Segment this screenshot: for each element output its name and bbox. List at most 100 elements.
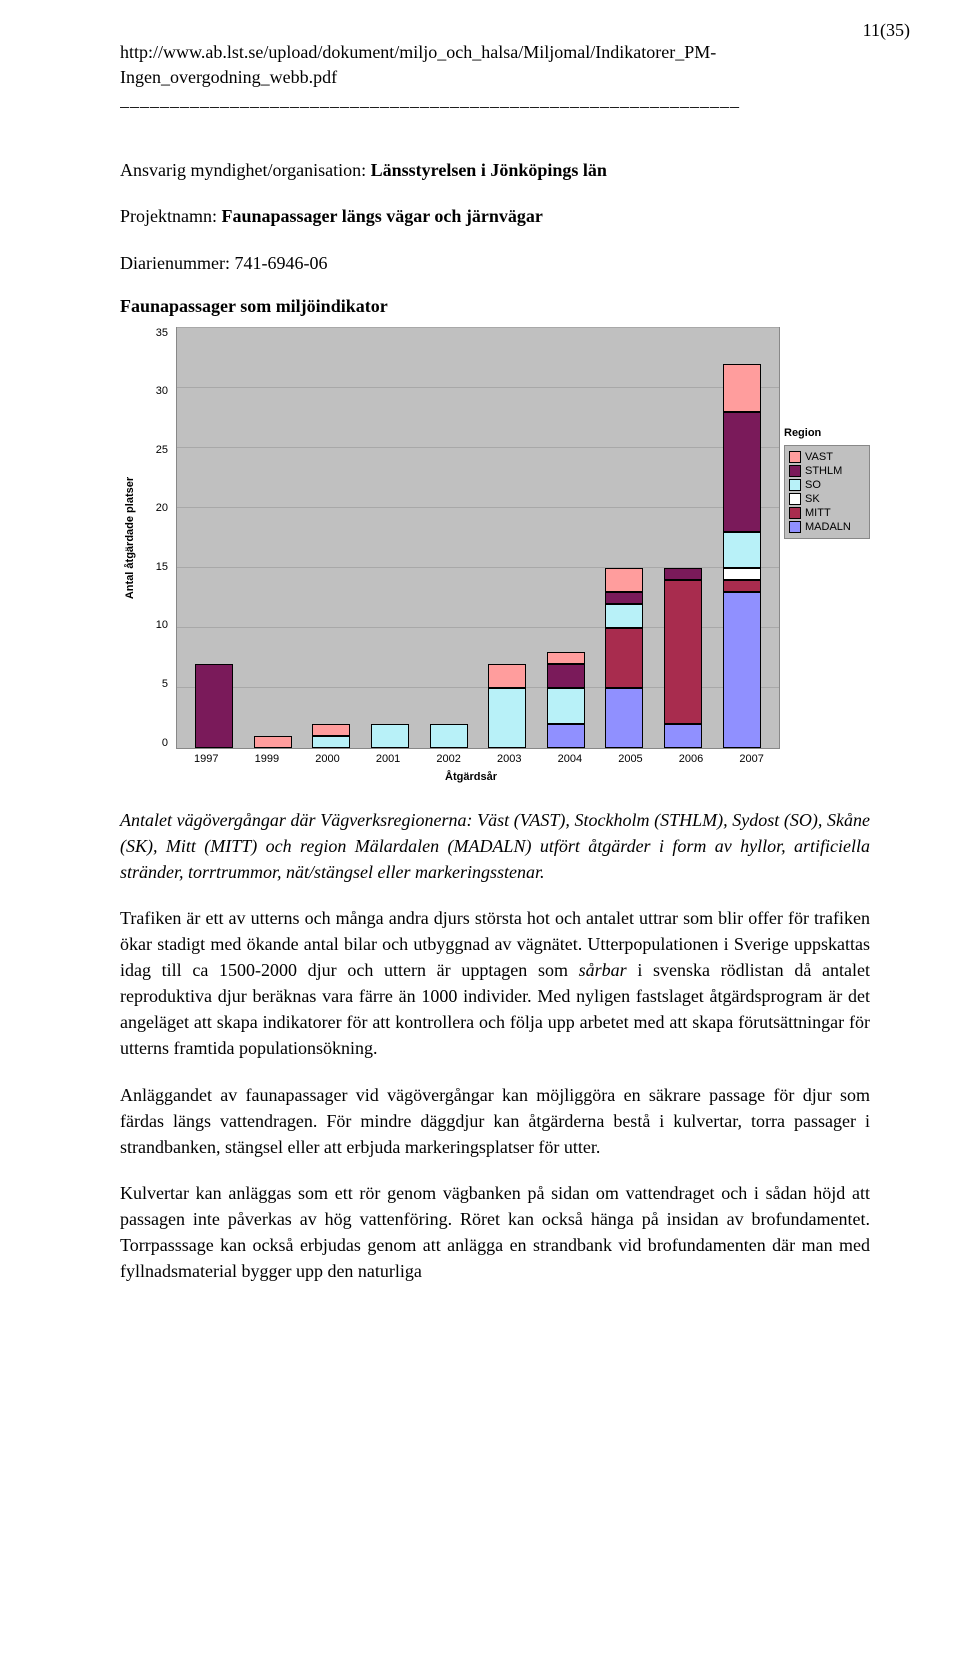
seg-SO	[605, 604, 643, 628]
x-tick: 2005	[611, 753, 649, 765]
seg-VAST	[547, 652, 585, 664]
project-label: Projektnamn:	[120, 206, 217, 226]
x-tick: 2002	[430, 753, 468, 765]
legend-label: SK	[805, 493, 820, 505]
y-tick: 5	[162, 678, 168, 690]
paragraph-1: Trafiken är ett av utterns och många and…	[120, 905, 870, 1062]
seg-SO	[371, 724, 409, 748]
seg-STHLM	[547, 664, 585, 688]
bar-2001	[371, 724, 409, 748]
bar-2002	[430, 724, 468, 748]
grid-line	[177, 327, 779, 328]
legend-swatch	[789, 493, 801, 505]
seg-STHLM	[195, 664, 233, 748]
legend-label: STHLM	[805, 465, 842, 477]
bar-2007	[723, 364, 761, 748]
bar-2003	[488, 664, 526, 748]
seg-VAST	[605, 568, 643, 592]
legend-swatch	[789, 479, 801, 491]
x-tick: 1999	[248, 753, 286, 765]
diarie-line: Diarienummer: 741-6946-06	[120, 250, 870, 276]
x-tick: 1997	[187, 753, 225, 765]
seg-SO	[723, 532, 761, 568]
seg-SO	[547, 688, 585, 724]
x-tick: 2007	[733, 753, 771, 765]
legend: Region VAST STHLM SO SK MITT MADALN	[784, 427, 870, 539]
seg-MITT	[723, 580, 761, 592]
x-tick: 2004	[551, 753, 589, 765]
seg-MITT	[605, 628, 643, 688]
seg-SO	[430, 724, 468, 748]
legend-label: VAST	[805, 451, 833, 463]
legend-swatch	[789, 465, 801, 477]
legend-row-SO: SO	[789, 478, 865, 492]
seg-STHLM	[605, 592, 643, 604]
bar-2000	[312, 724, 350, 748]
legend-items: VAST STHLM SO SK MITT MADALN	[784, 445, 870, 539]
x-axis-ticks: 1997 1999 2000 2001 2002 2003 2004 2005 2006 2007	[168, 753, 790, 765]
seg-MITT	[664, 580, 702, 724]
paragraph-3: Kulvertar kan anläggas som ett rör genom…	[120, 1180, 870, 1284]
seg-MADALN	[664, 724, 702, 748]
seg-VAST	[488, 664, 526, 688]
seg-MADALN	[605, 688, 643, 748]
y-axis-ticks: 35 30 25 20 15 10 5 0	[144, 327, 172, 749]
bar-2005	[605, 568, 643, 748]
bar-1997	[195, 664, 233, 748]
grid-line	[177, 507, 779, 508]
paragraph-2: Anläggandet av faunapassager vid vägöver…	[120, 1082, 870, 1160]
legend-swatch	[789, 521, 801, 533]
authority-label: Ansvarig myndighet/organisation:	[120, 160, 366, 180]
project-value: Faunapassager längs vägar och järnvägar	[222, 206, 543, 226]
legend-title: Region	[784, 427, 870, 439]
legend-swatch	[789, 507, 801, 519]
page-number: 11(35)	[863, 20, 910, 41]
seg-SK	[723, 568, 761, 580]
seg-SO	[312, 736, 350, 748]
divider: ––––––––––––––––––––––––––––––––––––––––…	[120, 96, 870, 117]
grid-line	[177, 447, 779, 448]
bar-2006	[664, 568, 702, 748]
legend-row-MADALN: MADALN	[789, 520, 865, 534]
legend-label: MADALN	[805, 521, 851, 533]
y-tick: 0	[162, 737, 168, 749]
legend-row-MITT: MITT	[789, 506, 865, 520]
seg-STHLM	[723, 412, 761, 532]
y-axis-label: Antal åtgärdade platser	[120, 327, 140, 749]
chart-title: Faunapassager som miljöindikator	[120, 296, 870, 317]
legend-swatch	[789, 451, 801, 463]
legend-row-SK: SK	[789, 492, 865, 506]
y-tick: 35	[156, 327, 168, 339]
seg-VAST	[723, 364, 761, 412]
y-tick: 20	[156, 502, 168, 514]
legend-label: MITT	[805, 507, 831, 519]
x-tick: 2000	[308, 753, 346, 765]
bar-1999	[254, 736, 292, 748]
source-url: http://www.ab.lst.se/upload/dokument/mil…	[120, 40, 870, 90]
chart: Antal åtgärdade platser 35 30 25 20 15 10 5 0 R…	[120, 327, 870, 749]
bar-2004	[547, 652, 585, 748]
grid-line	[177, 387, 779, 388]
seg-VAST	[312, 724, 350, 736]
y-tick: 30	[156, 385, 168, 397]
y-tick: 25	[156, 444, 168, 456]
y-tick: 10	[156, 619, 168, 631]
legend-row-STHLM: STHLM	[789, 464, 865, 478]
chart-caption: Antalet vägövergångar där Vägverksregion…	[120, 807, 870, 885]
plot-area	[176, 327, 780, 749]
project-line: Projektnamn: Faunapassager längs vägar o…	[120, 203, 870, 229]
authority-value: Länsstyrelsen i Jönköpings län	[371, 160, 607, 180]
legend-row-VAST: VAST	[789, 450, 865, 464]
y-tick: 15	[156, 561, 168, 573]
x-axis-label: Åtgärdsår	[168, 771, 774, 783]
x-tick: 2003	[490, 753, 528, 765]
x-tick: 2006	[672, 753, 710, 765]
seg-MADALN	[547, 724, 585, 748]
x-tick: 2001	[369, 753, 407, 765]
authority-line: Ansvarig myndighet/organisation: Länssty…	[120, 157, 870, 183]
seg-SO	[488, 688, 526, 748]
legend-label: SO	[805, 479, 821, 491]
seg-STHLM	[664, 568, 702, 580]
seg-MADALN	[723, 592, 761, 748]
seg-VAST	[254, 736, 292, 748]
